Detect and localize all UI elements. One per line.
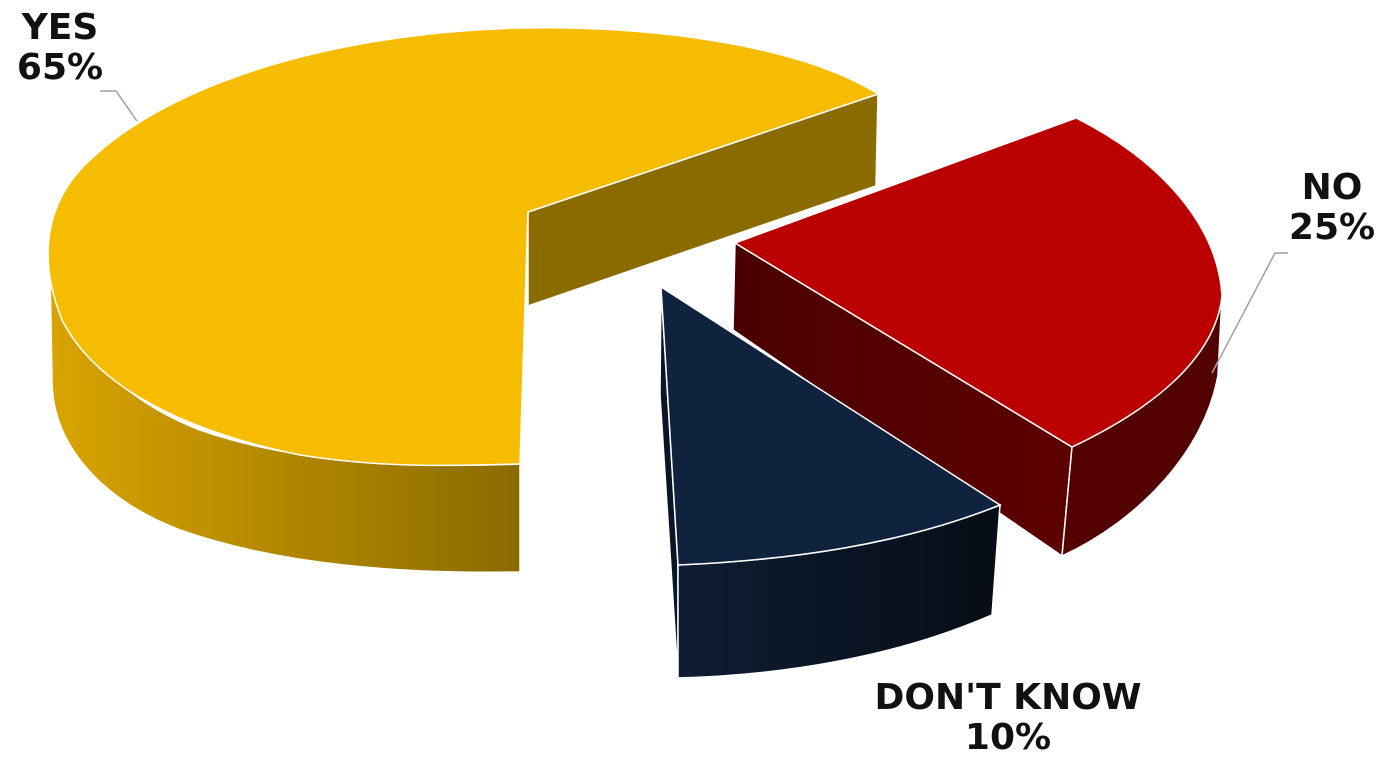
slice-yes-top — [47, 26, 880, 467]
data-label-yes: YES 65% — [12, 8, 108, 88]
data-label-yes-category: YES — [21, 7, 99, 48]
slice-dont-know-top — [660, 285, 1002, 566]
leader-line-yes — [100, 90, 138, 122]
data-label-dont-know: DON'T KNOW 10% — [838, 678, 1178, 758]
data-label-dont-know-category: DON'T KNOW — [874, 677, 1142, 718]
data-label-no-category: NO — [1301, 167, 1363, 208]
slice-yes-outer-side — [49, 267, 521, 573]
leader-line-no — [1211, 252, 1288, 374]
slice-yes — [47, 26, 880, 573]
data-label-dont-know-value: 10% — [964, 717, 1052, 758]
slice-no-top — [733, 117, 1223, 448]
slice-no — [732, 117, 1223, 558]
data-label-no-value: 25% — [1288, 207, 1376, 248]
data-label-yes-value: 65% — [16, 47, 104, 88]
slice-dont-know — [659, 285, 1002, 679]
data-label-no: NO 25% — [1283, 168, 1381, 248]
